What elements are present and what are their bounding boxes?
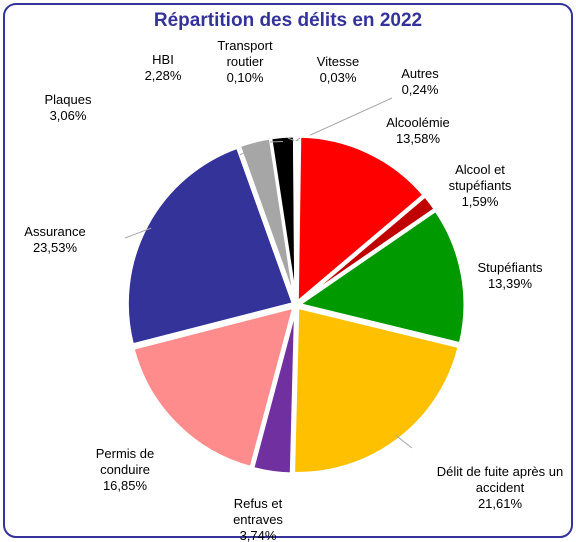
leader-line [239, 145, 257, 156]
data-label: Transport routier 0,10% [200, 38, 290, 86]
leader-line [124, 227, 152, 239]
label-name: Alcoolémie [386, 115, 450, 130]
data-label: Alcoolémie 13,58% [363, 115, 473, 147]
pie-slice [250, 307, 298, 476]
leader-line [395, 434, 413, 449]
label-value: 0,24% [401, 82, 439, 97]
data-label: Délit de fuite après un accident 21,61% [425, 464, 575, 512]
label-name: Refus et entraves [233, 496, 283, 527]
label-name: Assurance [24, 224, 86, 239]
data-label: Permis de conduire 16,85% [80, 446, 170, 494]
data-label: Stupéfiants 13,39% [460, 260, 560, 292]
label-name: Transport routier [217, 38, 273, 69]
label-name: Délit de fuite après un accident [436, 464, 564, 495]
data-label: Assurance 23,53% [10, 224, 100, 256]
label-name: Autres [401, 66, 439, 81]
data-label: Autres 0,24% [380, 66, 460, 98]
label-value: 3,74% [239, 528, 277, 542]
label-name: Permis de conduire [95, 446, 155, 477]
label-value: 16,85% [102, 478, 148, 493]
data-label: Plaques 3,06% [28, 92, 108, 124]
data-label: Refus et entraves 3,74% [218, 496, 298, 542]
pie-slice [292, 305, 461, 475]
pie-slice [125, 145, 296, 347]
label-name: HBI [152, 52, 174, 67]
leader-line [295, 137, 301, 142]
label-value: 13,58% [395, 131, 441, 146]
label-value: 13,39% [487, 276, 533, 291]
label-name: Vitesse [316, 54, 360, 69]
pie-slice [295, 134, 427, 306]
data-label: Alcool et stupéfiants 1,59% [430, 162, 530, 210]
data-label: HBI 2,28% [123, 52, 203, 84]
leader-line [287, 137, 296, 142]
pie-slice [131, 305, 296, 470]
label-value: 2,28% [144, 68, 182, 83]
label-value: 0,03% [319, 70, 357, 85]
label-name: Plaques [44, 92, 92, 107]
label-name: Alcool et stupéfiants [448, 162, 512, 193]
label-value: 3,06% [49, 108, 87, 123]
label-value: 21,61% [477, 496, 523, 511]
label-value: 0,10% [226, 70, 264, 85]
label-name: Stupéfiants [477, 260, 543, 275]
label-value: 23,53% [32, 240, 78, 255]
chart-title: Répartition des délits en 2022 [153, 10, 423, 31]
data-label: Vitesse 0,03% [298, 54, 378, 86]
label-value: 1,59% [461, 194, 499, 209]
pie-slice [295, 208, 467, 346]
leader-line [297, 97, 393, 142]
